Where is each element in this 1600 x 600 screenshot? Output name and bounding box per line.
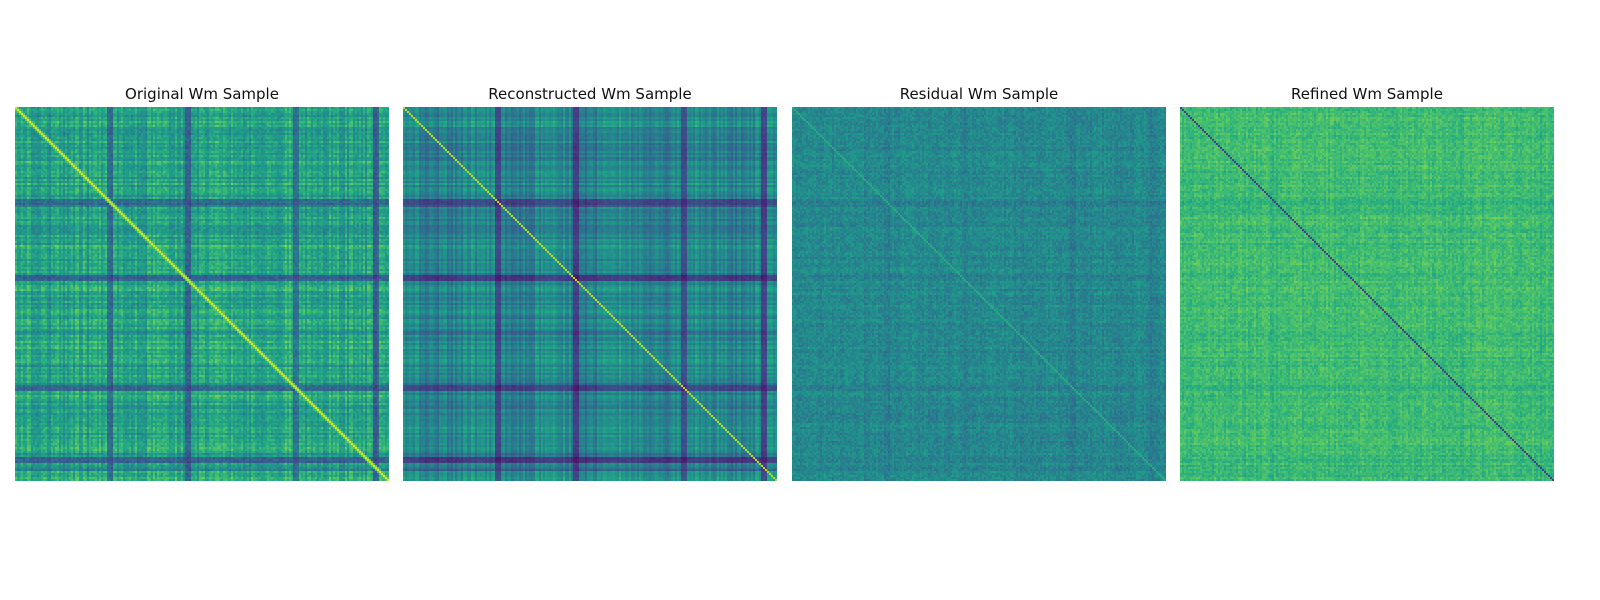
heatmap-reconstructed (403, 107, 777, 481)
heatmap-original (15, 107, 389, 481)
title-reconstructed: Reconstructed Wm Sample (488, 85, 692, 103)
title-original: Original Wm Sample (125, 85, 279, 103)
heatmap-residual (792, 107, 1166, 481)
title-residual: Residual Wm Sample (899, 85, 1059, 103)
heatmap-refined (1180, 107, 1554, 481)
title-refined: Refined Wm Sample (1291, 85, 1443, 103)
